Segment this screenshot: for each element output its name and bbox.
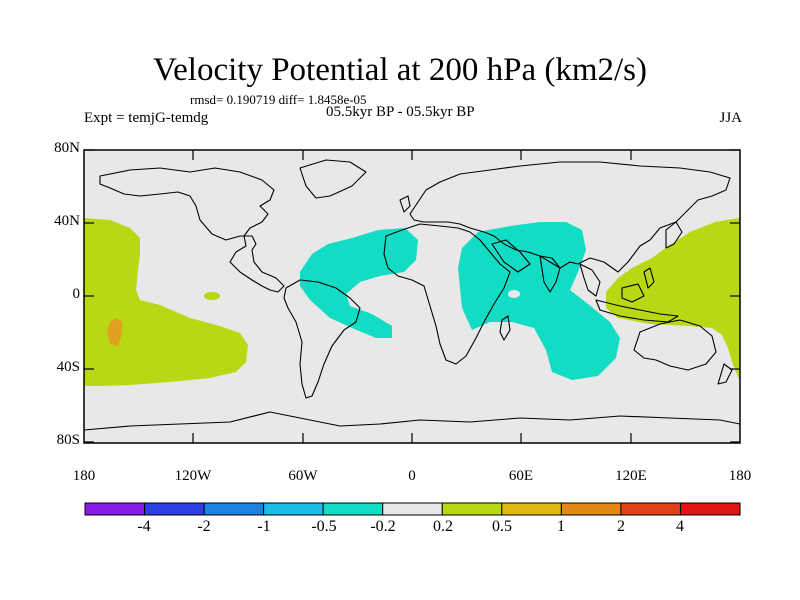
lon-label-120w: 120W <box>174 468 212 484</box>
stats-line: rmsd= 0.190719 diff= 1.8458e-05 <box>190 92 367 107</box>
colorbar-label: -4 <box>137 518 151 535</box>
experiment-label: Expt = temjG-temdg <box>84 110 209 126</box>
madagascar-coast <box>499 315 511 341</box>
lat-label-0: 0 <box>72 286 81 302</box>
colorbar-box <box>382 502 443 516</box>
plot-title: Velocity Potential at 200 hPa (km2/s) <box>152 52 648 88</box>
antarctica-coast <box>83 411 741 431</box>
colorbar-label: -2 <box>197 518 211 535</box>
colorbar-box <box>620 502 681 516</box>
lon-label-120e: 120E <box>615 468 647 484</box>
colorbar <box>84 502 741 516</box>
atlantic-south-america-anomaly <box>300 228 418 338</box>
lon-label-60e: 60E <box>508 468 534 484</box>
colorbar-label: -0.2 <box>370 518 396 535</box>
colorbar-label: -0.5 <box>311 518 337 535</box>
borneo-coast <box>621 283 645 303</box>
japan-coast <box>665 221 683 249</box>
lon-label-60w: 60W <box>288 468 318 484</box>
colorbar-box <box>144 502 205 516</box>
colorbar-label: 0.5 <box>492 518 512 535</box>
lon-label-180w: 180 <box>72 468 96 484</box>
colorbar-label: 2 <box>617 518 625 535</box>
north-america-coast <box>99 167 285 293</box>
philippines-coast <box>643 267 655 289</box>
indonesia-anomaly <box>606 218 740 382</box>
new-zealand-coast <box>717 363 733 385</box>
lat-label-40s: 40S <box>56 359 80 375</box>
positive-anomaly-regions <box>84 218 740 386</box>
arabia-coast <box>491 239 531 273</box>
colorbar-box <box>203 502 265 516</box>
lat-label-80s: 80S <box>56 432 80 448</box>
lon-label-0: 0 <box>408 468 416 484</box>
south-america-coast <box>283 279 361 399</box>
colorbar-label: 4 <box>676 518 684 535</box>
indonesia-coast <box>595 299 679 323</box>
lat-label-80n: 80N <box>54 140 80 156</box>
colorbar-label: 0.2 <box>433 518 453 535</box>
axis-ticks <box>84 149 740 443</box>
small-positive-island <box>204 292 220 300</box>
lat-label-40n: 40N <box>54 213 80 229</box>
season-label: JJA <box>719 110 742 126</box>
colorbar-box <box>263 502 324 516</box>
period-label: 05.5kyr BP - 05.5kyr BP <box>326 104 475 120</box>
pacific-west-anomaly <box>84 218 248 386</box>
colorbar-box <box>84 502 146 516</box>
eurasia-coast <box>409 161 731 273</box>
anomaly-gap <box>508 290 520 298</box>
colorbar-box <box>501 502 562 516</box>
colorbar-box <box>560 502 622 516</box>
greenland-coast <box>299 159 367 199</box>
india-coast <box>539 255 561 293</box>
southeast-asia-coast <box>579 263 601 297</box>
colorbar-label: 1 <box>557 518 565 535</box>
australia-coast <box>633 319 717 371</box>
colorbar-box <box>679 502 741 516</box>
colorbar-box <box>441 502 503 516</box>
coastlines <box>83 159 741 431</box>
lon-label-180e: 180 <box>728 468 752 484</box>
africa-coast <box>383 223 511 365</box>
colorbar-label: -1 <box>257 518 271 535</box>
colorbar-box <box>322 502 384 516</box>
uk-coast <box>399 195 411 213</box>
strong-positive-area <box>107 318 122 346</box>
